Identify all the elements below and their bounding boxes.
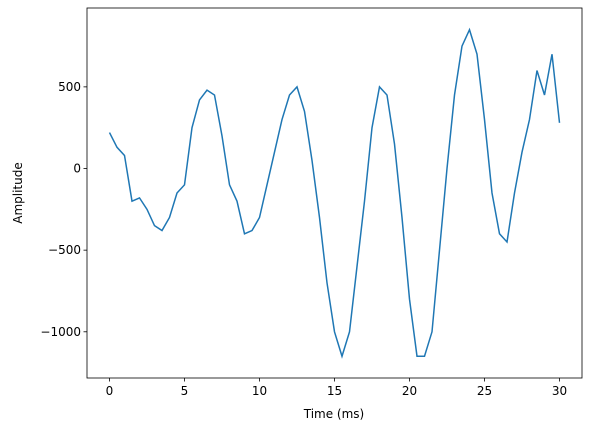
line-series xyxy=(108,27,561,359)
x-tick-label: 5 xyxy=(181,384,189,398)
x-tick-label: 0 xyxy=(106,384,114,398)
x-tick-label: 30 xyxy=(552,384,567,398)
y-axis-label: Amplitude xyxy=(11,162,25,224)
y-tick-label: 500 xyxy=(58,80,81,94)
x-tick-label: 10 xyxy=(252,384,267,398)
x-tick-label: 15 xyxy=(327,384,342,398)
y-tick-label: −1000 xyxy=(40,325,81,339)
x-tick-label: 20 xyxy=(402,384,417,398)
plot-frame xyxy=(86,7,583,379)
x-axis-label: Time (ms) xyxy=(303,407,365,421)
x-tick-label: 25 xyxy=(477,384,492,398)
y-tick-label: −500 xyxy=(48,243,81,257)
y-tick-label: 0 xyxy=(73,162,81,176)
